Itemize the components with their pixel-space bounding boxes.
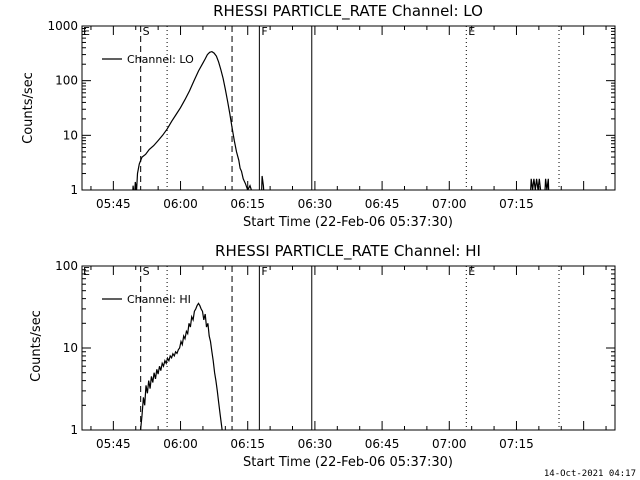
hi-y-tick-label: 10 bbox=[63, 341, 78, 355]
hi-corner-marker-label: E bbox=[83, 265, 90, 278]
lo-x-axis-label: Start Time (22-Feb-06 05:37:30) bbox=[243, 215, 453, 230]
lo-x-tick-label: 06:15 bbox=[230, 197, 265, 211]
lo-x-tick-label: 06:00 bbox=[163, 197, 198, 211]
hi-y-tick-label: 1 bbox=[70, 423, 78, 437]
lo-x-tick-label: 07:00 bbox=[432, 197, 467, 211]
lo-plot-frame bbox=[81, 25, 616, 191]
lo-y-tick-label: 100 bbox=[55, 74, 78, 88]
hi-x-tick-label: 06:15 bbox=[230, 437, 265, 451]
lo-y-axis-label: Counts/sec bbox=[21, 72, 36, 144]
hi-x-tick-label: 05:45 bbox=[96, 437, 131, 451]
generation-timestamp: 14-Oct-2021 04:17 bbox=[544, 469, 636, 479]
lo-y-tick-label: 1 bbox=[70, 183, 78, 197]
lo-x-tick-label: 07:15 bbox=[499, 197, 534, 211]
hi-event-marker-label: F bbox=[261, 265, 267, 278]
hi-legend-label: Channel: HI bbox=[127, 293, 191, 306]
hi-x-tick-label: 06:30 bbox=[298, 437, 333, 451]
hi-x-tick-label: 06:45 bbox=[365, 437, 400, 451]
hi-chart-title: RHESSI PARTICLE_RATE Channel: HI bbox=[215, 242, 481, 261]
lo-event-marker-label: F bbox=[261, 25, 267, 38]
lo-corner-marker-label: E bbox=[83, 25, 90, 38]
hi-channel-chart: RHESSI PARTICLE_RATE Channel: HI Counts/… bbox=[29, 242, 616, 470]
hi-x-tick-label: 07:15 bbox=[499, 437, 534, 451]
lo-event-marker-label: S bbox=[143, 25, 150, 38]
hi-y-axis-label: Counts/sec bbox=[29, 310, 44, 382]
lo-x-tick-label: 06:30 bbox=[298, 197, 333, 211]
hi-x-tick-label: 07:00 bbox=[432, 437, 467, 451]
hi-y-tick-label: 100 bbox=[55, 259, 78, 273]
lo-event-marker-label: E bbox=[468, 25, 475, 38]
hi-plot-frame bbox=[81, 265, 616, 431]
hi-event-marker-label: E bbox=[468, 265, 475, 278]
hi-series-line bbox=[139, 302, 223, 430]
hi-x-tick-label: 06:00 bbox=[163, 437, 198, 451]
lo-channel-chart: RHESSI PARTICLE_RATE Channel: LO Counts/… bbox=[21, 2, 616, 230]
lo-x-tick-label: 05:45 bbox=[96, 197, 131, 211]
lo-y-tick-label: 10 bbox=[63, 128, 78, 142]
lo-chart-title: RHESSI PARTICLE_RATE Channel: LO bbox=[213, 2, 483, 21]
lo-series-line bbox=[132, 50, 550, 190]
lo-y-tick-label: 1000 bbox=[47, 19, 78, 33]
hi-event-marker-label: S bbox=[143, 265, 150, 278]
lo-legend-label: Channel: LO bbox=[127, 53, 194, 66]
hi-x-axis-label: Start Time (22-Feb-06 05:37:30) bbox=[243, 455, 453, 470]
lo-x-tick-label: 06:45 bbox=[365, 197, 400, 211]
